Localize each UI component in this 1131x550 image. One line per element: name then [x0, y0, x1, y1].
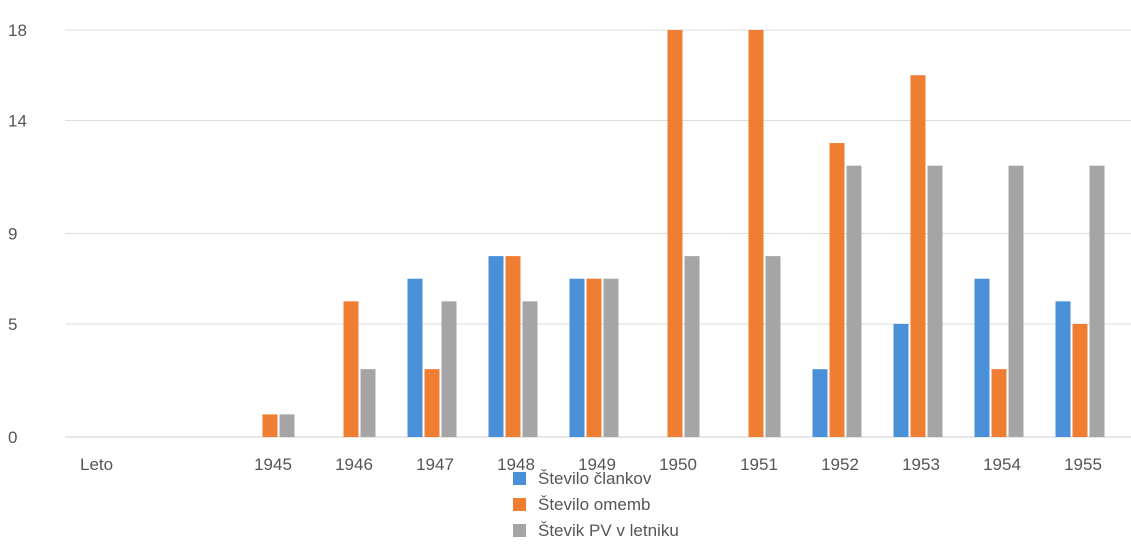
- legend-label: Števik PV v letniku: [538, 521, 679, 540]
- bar: [667, 30, 683, 437]
- x-tick-label: 1952: [821, 455, 859, 474]
- bar: [974, 278, 990, 437]
- bar: [262, 414, 278, 437]
- bar: [765, 256, 781, 437]
- legend-label: Število omemb: [538, 495, 650, 514]
- legend: Število člankov Število omemb Števik PV v …: [513, 469, 679, 540]
- y-tick-label: 0: [8, 428, 17, 447]
- bar: [1008, 165, 1024, 437]
- x-tick-label: 1955: [1064, 455, 1102, 474]
- bar: [893, 323, 909, 437]
- y-tick-label: 14: [8, 111, 27, 130]
- y-tick-label: 9: [8, 225, 17, 244]
- bar: [522, 301, 538, 437]
- x-tick-label: 1947: [416, 455, 454, 474]
- bar: [927, 165, 943, 437]
- bar: [441, 301, 457, 437]
- x-tick-label: 1953: [902, 455, 940, 474]
- bar: [1089, 165, 1105, 437]
- legend-label: Število člankov: [538, 469, 652, 488]
- x-tick-label: Leto: [80, 455, 113, 474]
- bar: [505, 256, 521, 437]
- x-tick-label: 1945: [254, 455, 292, 474]
- bar: [1055, 301, 1071, 437]
- bars: [262, 30, 1105, 438]
- x-tick-label: 1954: [983, 455, 1021, 474]
- bar: [812, 369, 828, 437]
- bar: [748, 30, 764, 437]
- bar: [488, 256, 504, 437]
- legend-swatch: [513, 524, 526, 537]
- legend-swatch: [513, 498, 526, 511]
- y-tick-label: 5: [8, 315, 17, 334]
- x-tick-label: 1949: [578, 455, 616, 474]
- x-axis-ticks: Leto 1945 1946 1947 1948 1949 1950 1951 1952 1953…: [80, 455, 1102, 474]
- x-tick-label: 1950: [659, 455, 697, 474]
- bar: [684, 256, 700, 437]
- bar: [910, 75, 926, 437]
- gridlines: [65, 29, 1131, 438]
- bar: [424, 369, 440, 437]
- x-tick-label: 1946: [335, 455, 373, 474]
- bar: [603, 278, 619, 437]
- bar: [407, 278, 423, 437]
- bar: [586, 278, 602, 437]
- bar: [343, 301, 359, 437]
- legend-swatch: [513, 472, 526, 485]
- y-tick-label: 18: [8, 21, 27, 40]
- bar: [846, 165, 862, 437]
- bar: [829, 143, 845, 438]
- bar: [569, 278, 585, 437]
- bar: [279, 414, 295, 437]
- x-tick-label: 1948: [497, 455, 535, 474]
- y-axis-ticks: 0 5 9 14 18: [8, 21, 27, 447]
- bar: [360, 369, 376, 437]
- x-tick-label: 1951: [740, 455, 778, 474]
- bar: [991, 369, 1007, 437]
- bar: [1072, 323, 1088, 437]
